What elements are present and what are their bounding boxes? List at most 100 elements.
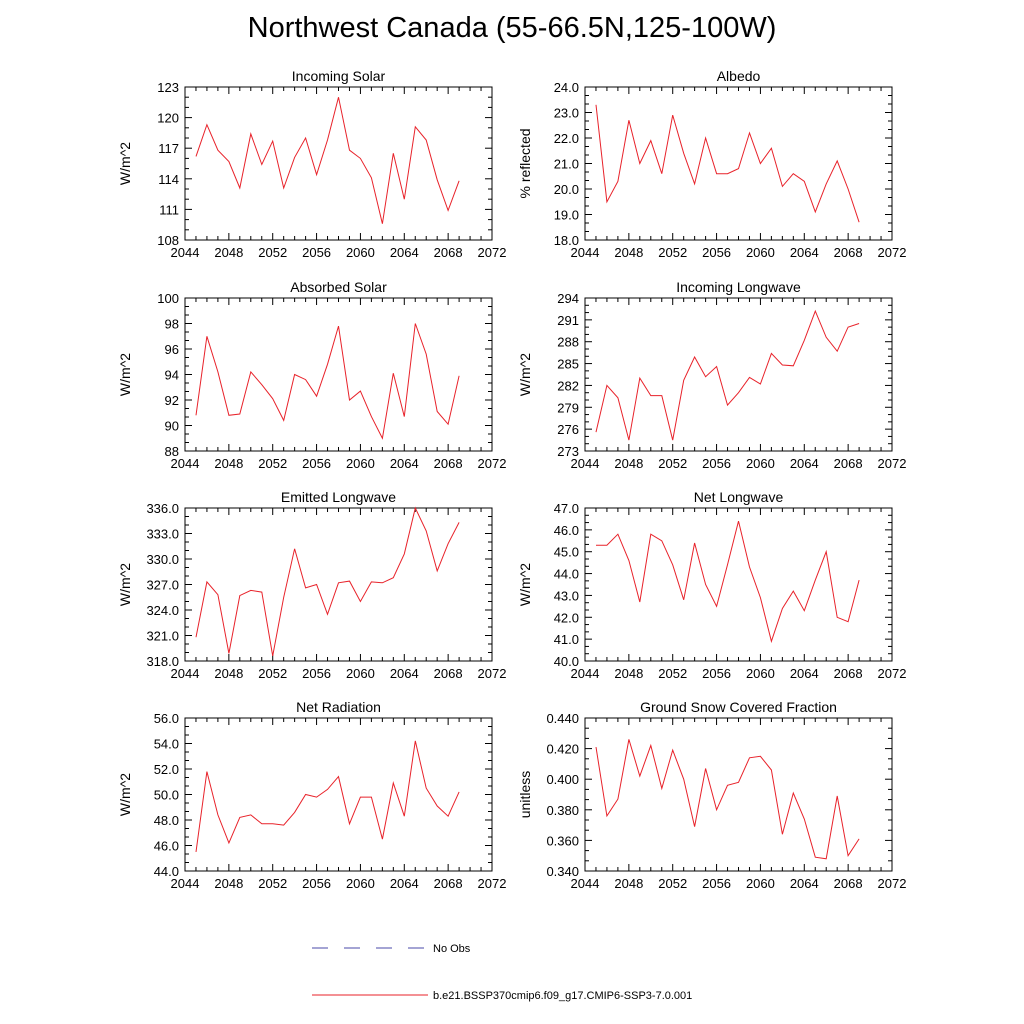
x-tick-label: 2068 xyxy=(834,456,863,471)
panel-0: Incoming Solar W/m^2 2044 2048 2052 2056 2060 2… xyxy=(117,68,506,260)
x-tick-label: 2072 xyxy=(878,245,907,260)
y-tick-label: 50.0 xyxy=(154,788,179,803)
x-tick-label: 2048 xyxy=(214,666,243,681)
x-tick-label: 2068 xyxy=(434,456,463,471)
y-tick-label: 324.0 xyxy=(146,603,179,618)
x-tick-label: 2060 xyxy=(746,876,775,891)
x-tick-label: 2056 xyxy=(302,456,331,471)
x-tick-label: 2068 xyxy=(434,876,463,891)
x-tick-label: 2064 xyxy=(390,666,419,681)
x-tick-label: 2056 xyxy=(702,245,731,260)
y-tick-label: 96 xyxy=(165,342,179,357)
x-tick-label: 2044 xyxy=(571,456,600,471)
series-line xyxy=(195,97,460,224)
y-tick-label: 276 xyxy=(557,422,579,437)
panel-title: Absorbed Solar xyxy=(290,279,387,295)
y-tick-label: 0.340 xyxy=(546,864,579,879)
figure-title: Northwest Canada (55-66.5N,125-100W) xyxy=(247,12,777,44)
plot-frame xyxy=(184,297,493,452)
y-tick-label: 117 xyxy=(158,141,179,156)
y-tick-label: 330.0 xyxy=(146,552,179,567)
y-tick-label: 20.0 xyxy=(554,182,579,197)
y-tick-label: 46.0 xyxy=(554,523,579,538)
x-tick-label: 2068 xyxy=(434,245,463,260)
y-tick-label: 327.0 xyxy=(146,578,179,593)
plot-frame xyxy=(584,86,893,241)
series-line xyxy=(595,104,860,223)
x-tick-label: 2064 xyxy=(390,245,419,260)
x-tick-label: 2064 xyxy=(790,456,819,471)
y-tick-label: 100 xyxy=(157,291,179,306)
y-tick-label: 45.0 xyxy=(554,545,579,560)
y-tick-label: 44.0 xyxy=(154,864,179,879)
x-tick-label: 2052 xyxy=(658,456,687,471)
x-tick-label: 2072 xyxy=(478,245,507,260)
y-tick-label: 321.0 xyxy=(146,629,179,644)
panel-title: Ground Snow Covered Fraction xyxy=(640,699,837,715)
x-tick-label: 2056 xyxy=(302,876,331,891)
x-tick-label: 2060 xyxy=(346,666,375,681)
panel-5: Net Longwave W/m^2 2044 2048 2052 2056 2060 206… xyxy=(517,489,906,681)
y-tick-label: 21.0 xyxy=(554,157,579,172)
x-tick-label: 2068 xyxy=(434,666,463,681)
x-tick-label: 2060 xyxy=(746,456,775,471)
x-tick-label: 2072 xyxy=(478,666,507,681)
x-tick-label: 2044 xyxy=(171,666,200,681)
y-tick-label: 88 xyxy=(165,444,179,459)
x-tick-label: 2044 xyxy=(571,876,600,891)
x-tick-label: 2056 xyxy=(702,876,731,891)
legend xyxy=(312,947,428,996)
y-tick-label: 92 xyxy=(165,393,179,408)
y-axis-label: W/m^2 xyxy=(117,353,133,396)
y-axis-label: unitless xyxy=(517,771,533,818)
x-tick-label: 2044 xyxy=(171,245,200,260)
x-tick-label: 2072 xyxy=(878,876,907,891)
panel-title: Incoming Longwave xyxy=(676,279,801,295)
panel-title: Net Longwave xyxy=(694,489,784,505)
y-tick-label: 123 xyxy=(157,80,179,95)
y-tick-label: 114 xyxy=(158,172,179,187)
x-tick-label: 2056 xyxy=(702,456,731,471)
panel-title: Emitted Longwave xyxy=(281,489,396,505)
x-tick-label: 2072 xyxy=(878,456,907,471)
panel-title: Albedo xyxy=(717,68,761,84)
y-tick-label: 23.0 xyxy=(554,106,579,121)
series-line xyxy=(596,520,860,644)
x-tick-label: 2072 xyxy=(878,666,907,681)
x-tick-label: 2060 xyxy=(346,245,375,260)
panel-7: Ground Snow Covered Fraction unitless 2044… xyxy=(517,699,906,891)
y-tick-label: 48.0 xyxy=(154,813,179,828)
legend-label-obs: No Obs xyxy=(433,943,471,955)
x-tick-label: 2048 xyxy=(214,876,243,891)
x-tick-label: 2052 xyxy=(658,245,687,260)
plot-frame xyxy=(184,717,493,872)
x-tick-label: 2044 xyxy=(571,666,600,681)
x-tick-label: 2056 xyxy=(702,666,731,681)
y-tick-label: 108 xyxy=(157,233,179,248)
y-axis-label: % reflected xyxy=(517,128,533,198)
y-tick-label: 94 xyxy=(165,368,179,383)
y-tick-label: 0.380 xyxy=(546,803,579,818)
x-tick-label: 2048 xyxy=(214,245,243,260)
panel-title: Incoming Solar xyxy=(292,68,386,84)
panel-6: Net Radiation W/m^2 2044 2048 2052 2056 2060 20… xyxy=(117,699,506,891)
plot-frame xyxy=(584,507,893,662)
y-tick-label: 288 xyxy=(557,335,579,350)
x-tick-label: 2060 xyxy=(746,666,775,681)
series-line xyxy=(595,309,860,441)
panel-1: Albedo % reflected 2044 2048 2052 2056 2060 206… xyxy=(517,68,906,260)
x-tick-label: 2072 xyxy=(478,876,507,891)
y-tick-label: 22.0 xyxy=(554,131,579,146)
y-tick-label: 273 xyxy=(557,444,579,459)
y-tick-label: 98 xyxy=(165,317,179,332)
y-tick-label: 294 xyxy=(557,291,579,306)
y-axis-label: W/m^2 xyxy=(117,563,133,606)
y-tick-label: 0.440 xyxy=(546,711,579,726)
y-tick-label: 282 xyxy=(557,378,579,393)
y-tick-label: 56.0 xyxy=(154,711,179,726)
y-tick-label: 0.400 xyxy=(546,772,579,787)
x-tick-label: 2064 xyxy=(790,876,819,891)
x-tick-label: 2044 xyxy=(571,245,600,260)
y-tick-label: 90 xyxy=(165,419,179,434)
series-line xyxy=(195,506,460,656)
